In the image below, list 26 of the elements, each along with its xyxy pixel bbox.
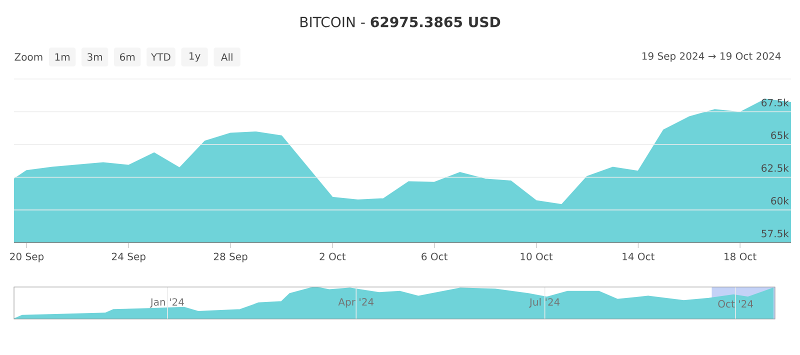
x-tick-label: Apr '24 [338, 298, 374, 308]
text: All [220, 53, 232, 61]
chart-title: BITCOIN - 62975.3865 USD [300, 16, 500, 28]
x-tick-label: Jul '24 [528, 298, 560, 308]
y-tick-label: 62.5k [762, 164, 789, 172]
x-tick-label: 10 Oct [520, 252, 553, 260]
x-tick-label: 20 Sep [10, 252, 44, 262]
text: YTD [150, 53, 170, 61]
x-tick-label: 14 Oct [622, 252, 654, 260]
x-tick-label: 2 Oct [320, 252, 346, 260]
text: 19 Sep 2024 → 19 Oct 2024 [642, 52, 781, 62]
text: Zoom [14, 53, 42, 61]
text: 6m [120, 53, 135, 61]
x-tick-label: 18 Oct [724, 252, 756, 260]
x-tick-label: Jan '24 [150, 298, 184, 308]
text: 1y [190, 52, 200, 62]
x-tick-label: 28 Sep [214, 252, 248, 262]
y-tick-label: 60k [771, 196, 789, 205]
y-tick-label: 67.5k [762, 98, 789, 106]
x-tick-label: 6 Oct [422, 252, 448, 260]
y-tick-label: 57.5k [762, 230, 789, 238]
y-tick-label: 65k [771, 131, 789, 140]
x-tick-label: Oct '24 [718, 300, 753, 308]
x-tick-label: 24 Sep [112, 252, 146, 262]
text: 3m [88, 53, 102, 61]
text: 1m [55, 53, 70, 61]
